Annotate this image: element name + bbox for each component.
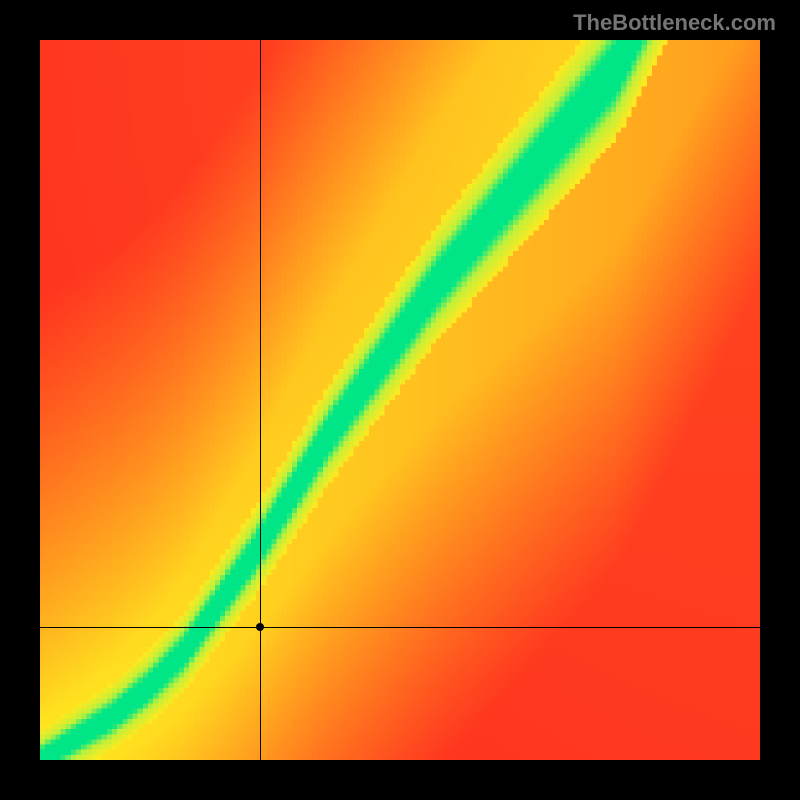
watermark-text: TheBottleneck.com [573,10,776,36]
crosshair-marker [256,623,264,631]
heatmap-canvas [40,40,760,760]
crosshair-vertical [260,40,261,760]
heatmap-plot [40,40,760,760]
crosshair-horizontal [40,627,760,628]
